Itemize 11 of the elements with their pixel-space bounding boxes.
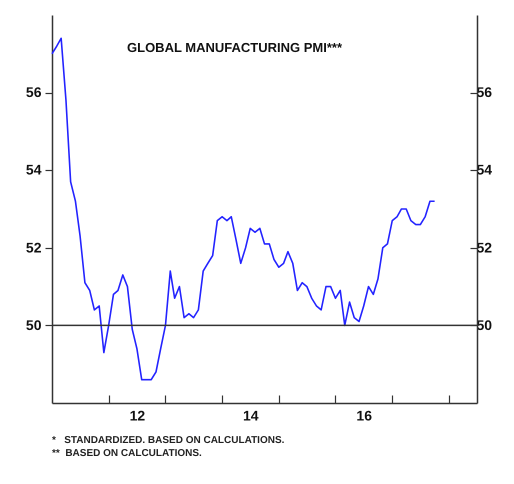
x-tick-label: 16 xyxy=(356,408,372,424)
text: ** BASED ON CALCULATIONS. xyxy=(52,448,202,459)
text: GLOBAL MANUFACTURING PMI*** xyxy=(127,40,343,55)
y-tick-label: 50 xyxy=(26,316,42,333)
x-tick-label: 12 xyxy=(130,408,146,424)
y-tick-label: 52 xyxy=(26,239,42,256)
x-tick-label: 14 xyxy=(242,408,259,424)
text: * STANDARDIZED. BASED ON CALCULATIONS. xyxy=(52,435,284,446)
y-tick-label: 54 xyxy=(26,162,42,178)
line-series xyxy=(51,37,436,381)
y-tick-label: 56 xyxy=(26,84,42,100)
